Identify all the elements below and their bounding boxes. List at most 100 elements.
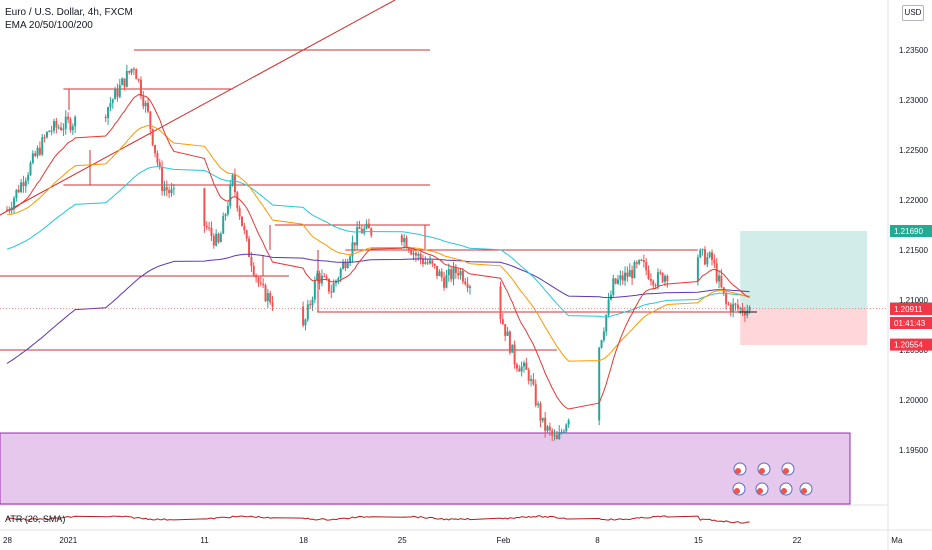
candle-body [203,188,206,226]
candle-body [708,252,711,258]
candle-body [421,258,424,264]
candle-body [13,198,16,208]
candle-body [412,253,415,255]
candle-body [647,270,650,279]
candle-body [624,272,627,281]
candle-body [736,304,739,309]
ema200-line [6,253,750,364]
candle-body [363,228,366,234]
candle-body [656,272,659,287]
x-tick-label: 11 [200,536,209,545]
economic-event-icon [733,462,747,476]
y-tick-label: 1.21000 [899,296,928,305]
candle-body [69,119,72,131]
candle-body [699,249,702,258]
candle-body [558,432,561,440]
candle-body [74,117,77,127]
candle-body [53,121,55,131]
candle-body [506,331,509,336]
candle-body [508,331,511,353]
candle-body [565,424,568,432]
candle-body [633,262,636,279]
candle-body [135,69,138,80]
candle-body [614,278,617,284]
candle-body [147,102,149,112]
x-tick-label: 25 [398,536,407,545]
candle-body [515,364,518,369]
candle-body [419,253,422,259]
candle-body [111,99,114,104]
candle-body [142,96,145,107]
candle-body [36,147,39,156]
candle-body [330,291,333,293]
atr-indicator-label: ATR (20, SMA) [5,514,66,524]
candle-body [29,162,32,175]
chart-legend: Euro / U.S. Dollar, 4h, FXCM EMA 20/50/1… [5,6,133,32]
candle-body [664,276,666,282]
candle-body [438,271,441,276]
candle-body [271,302,274,307]
price-label-text: 01:41:43 [894,319,926,328]
candle-body [534,384,537,406]
candle-body [532,379,535,385]
candle-body [210,227,213,236]
candle-body [250,256,253,266]
candle-body [403,237,406,243]
candle-body [114,88,117,100]
candle-body [118,84,121,97]
candle-body [38,147,41,155]
candle-body [602,331,605,341]
price-label-box [890,302,932,315]
candle-body [304,319,307,326]
y-tick-label: 1.22000 [899,196,928,205]
candle-body [640,259,643,261]
price-label-box [890,317,932,329]
candle-body [520,366,523,372]
candle-body [734,303,737,305]
candle-body [454,266,457,274]
x-tick-label: 15 [694,536,703,545]
candle-body [245,230,248,239]
price-label-box [890,225,932,237]
candle-body [468,286,471,288]
take-profit-zone [740,231,868,309]
candle-body [360,228,363,234]
candle-body [600,340,603,348]
candle-body [243,226,246,231]
candle-body [259,282,262,284]
candle-body [365,223,368,229]
candle-body [149,111,152,129]
candle-body [654,285,657,287]
candle-body [523,362,525,367]
x-tick-label: 28 [3,536,12,545]
candle-body [358,227,361,229]
candle-body [41,137,44,155]
candle-body [208,227,211,229]
candle-body [351,242,354,257]
candle-body [739,307,742,309]
candle-body [62,128,65,131]
candle-body [252,265,255,276]
candle-body [414,253,417,256]
candle-body [562,431,565,433]
candle-body [555,435,558,440]
candle-body [50,130,53,132]
x-tick-label: 2021 [59,536,77,545]
candle-body [635,262,638,264]
candle-body [264,285,267,302]
candle-body [306,304,309,320]
candle-body [703,249,706,265]
candle-body [645,261,648,271]
candle-body [161,166,164,192]
candle-body [255,275,258,278]
candle-body [107,107,110,118]
candle-body [727,303,730,305]
currency-button[interactable]: USD [902,5,924,21]
symbol-title: Euro / U.S. Dollar, 4h, FXCM [5,7,133,18]
atr-line [6,515,750,524]
candle-body [17,189,20,193]
candle-body [302,306,305,326]
candle-body [666,276,669,282]
candle-body [598,347,601,421]
